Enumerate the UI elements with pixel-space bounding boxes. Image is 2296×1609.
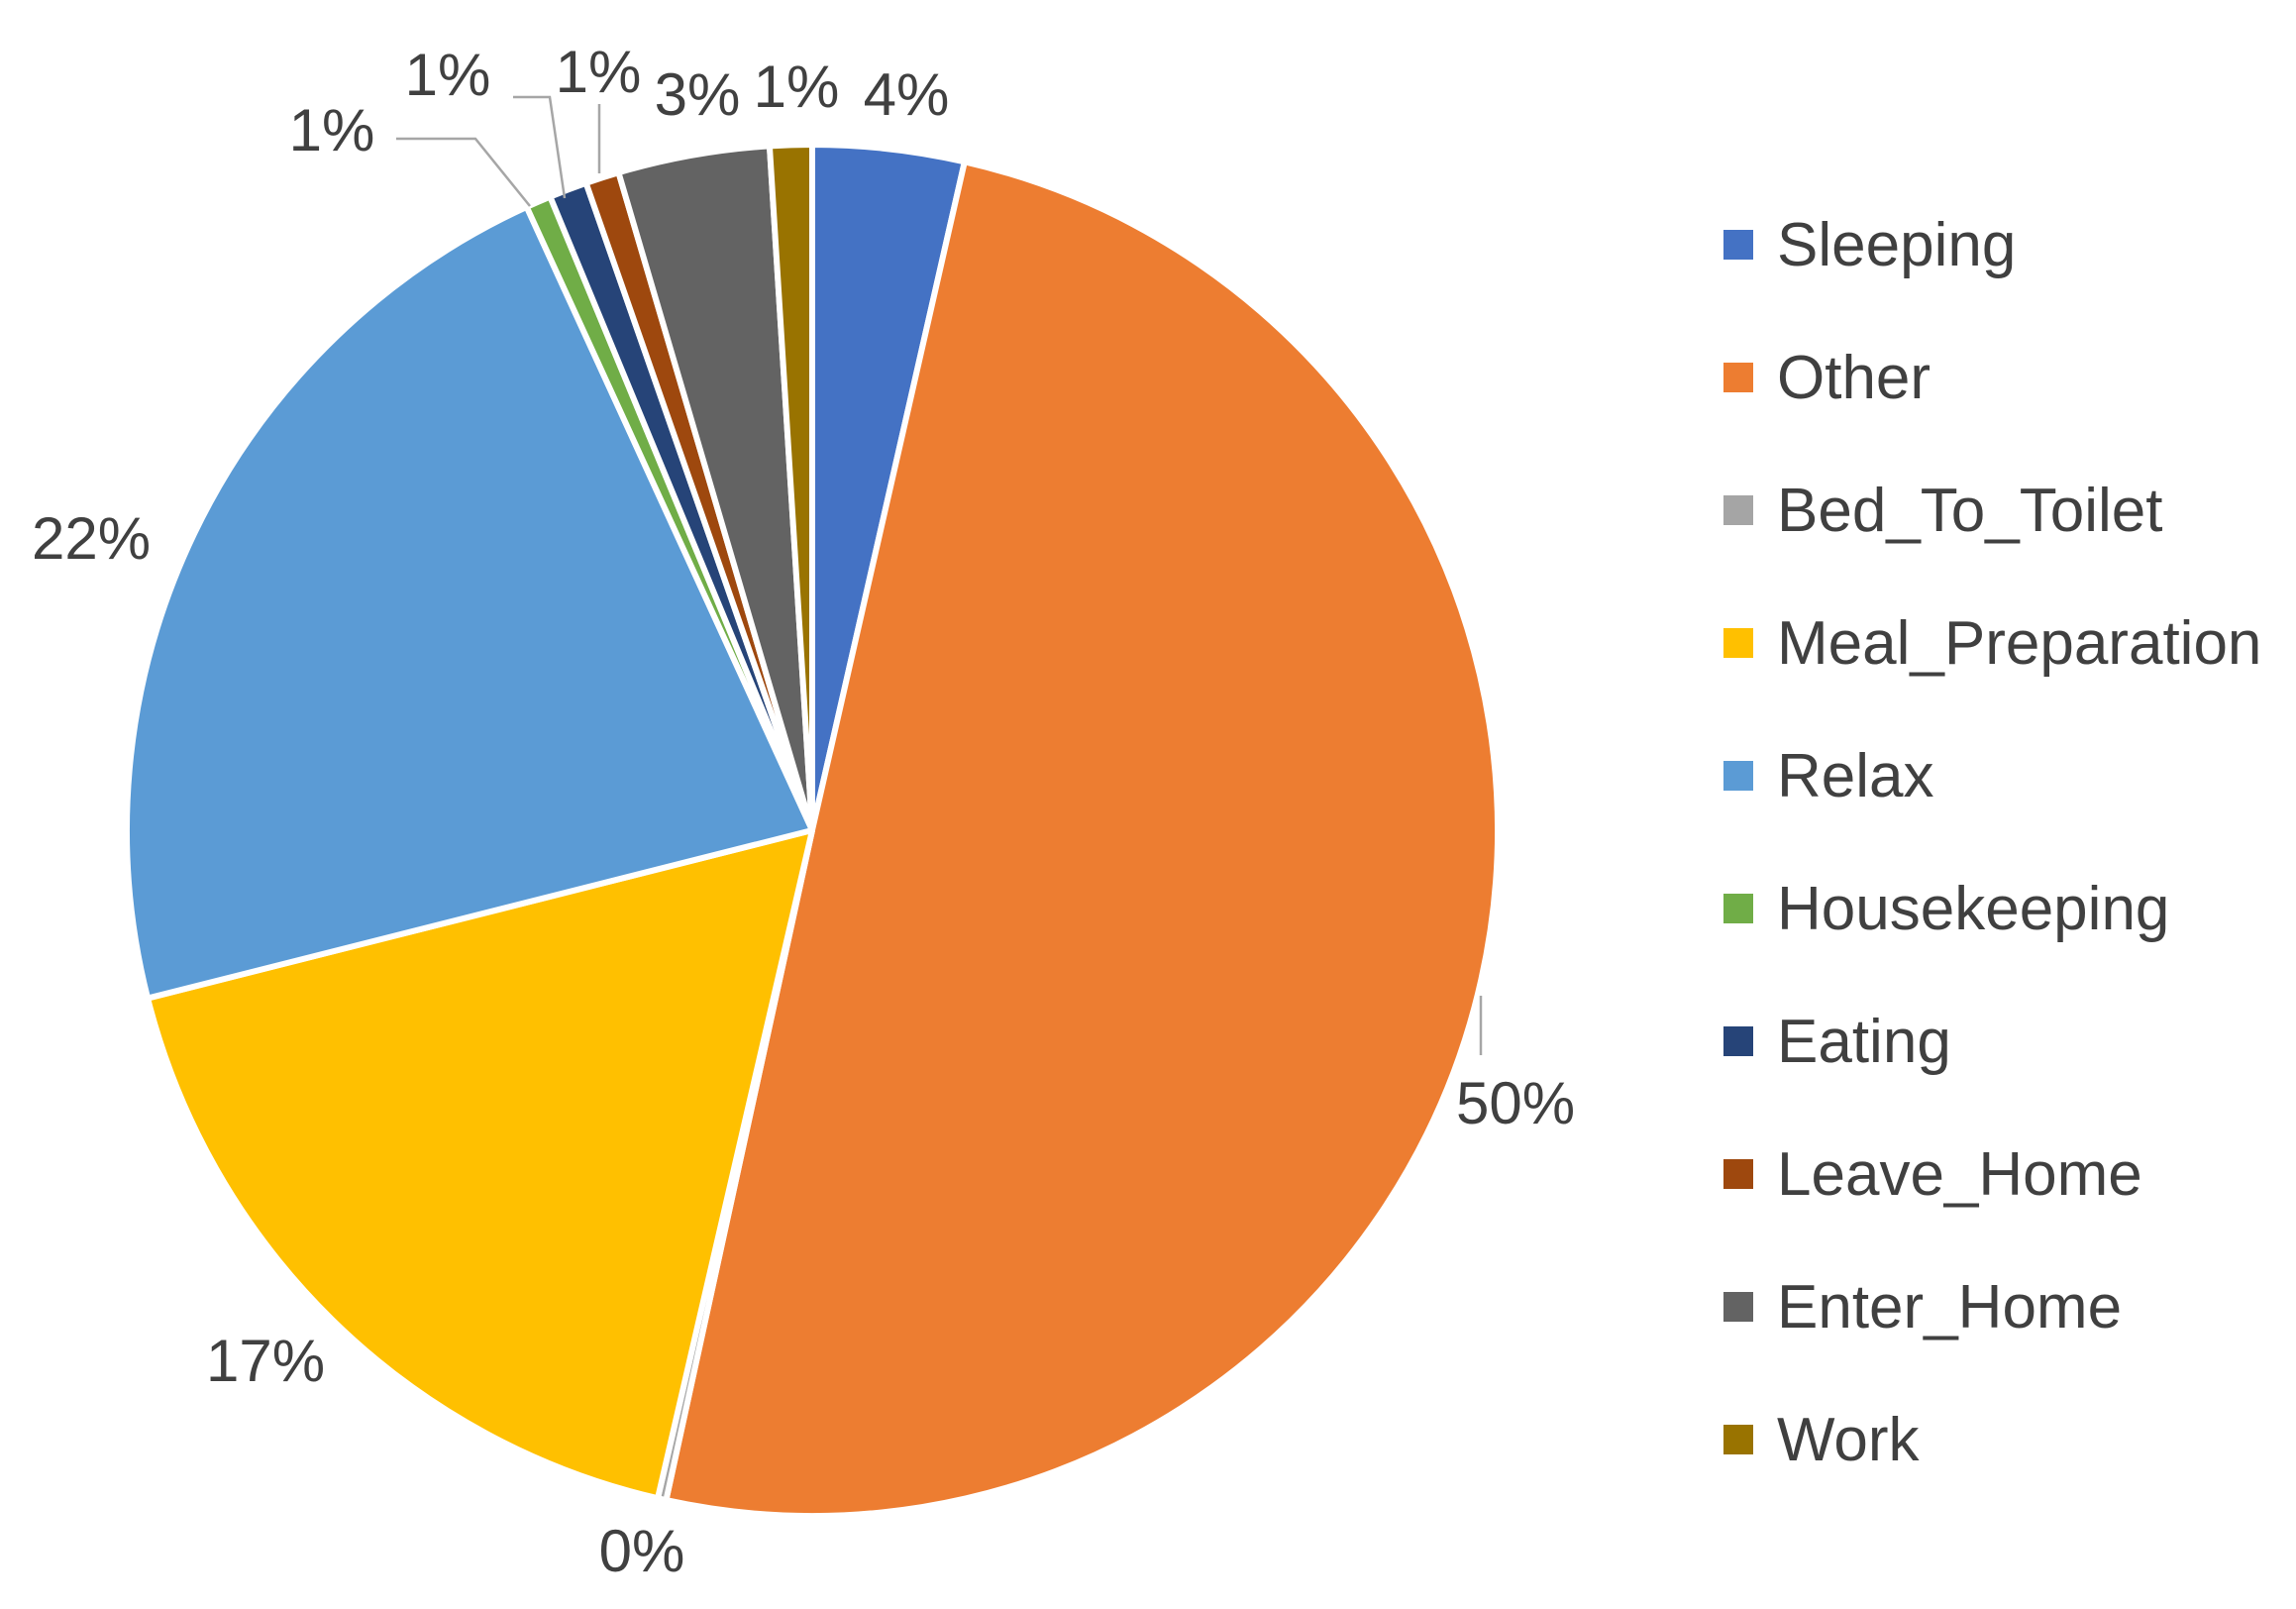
legend-swatch	[1723, 1159, 1753, 1189]
legend-label: Meal_Preparation	[1777, 608, 2262, 678]
pie-slice-work	[766, 142, 815, 833]
data-label-sleeping: 4%	[864, 61, 950, 128]
legend-swatch	[1723, 761, 1753, 791]
pie-slices	[124, 142, 1501, 1519]
legend: Sleeping Other Bed_To_Toilet Meal_Preparati…	[1723, 178, 2288, 1506]
data-label-meal-preparation: 17%	[206, 1328, 325, 1394]
legend-item-sleeping: Sleeping	[1723, 178, 2288, 311]
legend-label: Eating	[1777, 1007, 1951, 1076]
legend-label: Bed_To_Toilet	[1777, 476, 2163, 545]
legend-swatch	[1723, 628, 1753, 658]
label-leader-lines	[396, 95, 1483, 1055]
pie-slice-meal-preparation	[145, 827, 815, 1502]
legend-label: Relax	[1777, 741, 1934, 810]
data-labels: 4%50%0%17%22%1%1% 1% 3% 1%	[32, 39, 1575, 1584]
legend-label: Work	[1777, 1405, 1920, 1474]
legend-item-meal-preparation: Meal_Preparation	[1723, 577, 2288, 709]
legend-item-other: Other	[1723, 311, 2288, 444]
legend-label: Other	[1777, 343, 1931, 412]
legend-item-bed-to-toilet: Bed_To_Toilet	[1723, 444, 2288, 577]
data-label-relax: 22%	[32, 505, 151, 572]
legend-label: Housekeeping	[1777, 874, 2170, 943]
legend-label: Enter_Home	[1777, 1272, 2123, 1341]
pie-slice-relax	[124, 203, 815, 1002]
legend-item-enter-home: Enter_Home	[1723, 1240, 2288, 1373]
legend-swatch	[1723, 230, 1753, 260]
leader-line-housekeeping	[396, 137, 531, 207]
data-label-eating: 1%	[405, 42, 491, 108]
legend-item-eating: Eating	[1723, 975, 2288, 1108]
legend-item-relax: Relax	[1723, 709, 2288, 842]
legend-swatch	[1723, 894, 1753, 923]
legend-item-work: Work	[1723, 1373, 2288, 1506]
legend-swatch	[1723, 1292, 1753, 1322]
legend-item-leave-home: Leave_Home	[1723, 1108, 2288, 1240]
data-label-other: 50%	[1456, 1070, 1575, 1136]
data-label-leave-home: 1%	[556, 39, 642, 105]
legend-swatch	[1723, 363, 1753, 392]
legend-item-housekeeping: Housekeeping	[1723, 842, 2288, 975]
data-label-housekeeping: 1%	[289, 97, 375, 163]
legend-swatch	[1723, 1425, 1753, 1454]
leader-line-eating	[513, 95, 567, 199]
data-label-bed-to-toilet: 0%	[599, 1518, 685, 1584]
legend-label: Sleeping	[1777, 210, 2017, 279]
data-label-work: 1%	[754, 54, 840, 120]
legend-label: Leave_Home	[1777, 1139, 2142, 1209]
pie-slice-other	[663, 159, 1501, 1519]
legend-swatch	[1723, 495, 1753, 525]
data-label-enter-home: 3%	[655, 61, 741, 128]
legend-swatch	[1723, 1026, 1753, 1056]
